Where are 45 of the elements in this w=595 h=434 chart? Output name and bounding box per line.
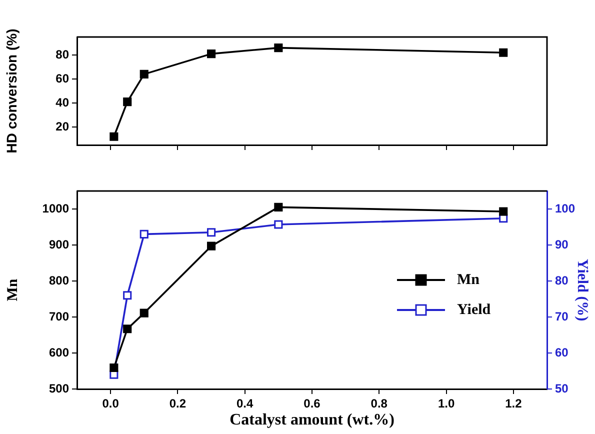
point <box>110 132 118 141</box>
point <box>123 324 132 334</box>
x-tick-label: 1.0 <box>438 396 455 411</box>
y-tick-label: 600 <box>48 345 70 360</box>
y-tick-label: 1000 <box>42 201 70 216</box>
y-tick-label: 20 <box>56 119 70 134</box>
y-tick-label: 80 <box>56 47 70 62</box>
y2-tick-label: 80 <box>555 273 569 288</box>
point <box>274 44 283 52</box>
x-tick-label: 1.2 <box>505 396 522 411</box>
point <box>274 202 283 212</box>
x-tick-label: 0.6 <box>304 396 321 411</box>
y-tick-label: 900 <box>48 237 70 252</box>
point <box>207 228 216 237</box>
point <box>499 48 508 57</box>
point <box>499 207 508 216</box>
y2-tick-label: 100 <box>555 201 576 216</box>
point <box>274 220 283 229</box>
y-tick-label: 60 <box>56 71 70 86</box>
y-tick-label: 40 <box>56 95 70 110</box>
point <box>140 70 148 78</box>
legend-label: Mn <box>457 272 480 288</box>
point <box>110 363 118 372</box>
y-tick-label: 500 <box>48 381 70 396</box>
point <box>140 230 148 238</box>
y2-tick-label: 60 <box>555 345 569 360</box>
x-axis-title: Catalyst amount (wt.%) <box>230 412 394 429</box>
y2-tick-label: 90 <box>555 237 569 252</box>
y-tick-label: 700 <box>48 309 70 324</box>
y2-axis-title: Yield (%) <box>574 258 590 322</box>
y2-tick-label: 70 <box>555 309 569 324</box>
point <box>207 242 216 250</box>
point <box>207 50 216 58</box>
x-tick-label: 0.8 <box>370 396 388 411</box>
legend-label: Yield <box>457 302 492 318</box>
y2-tick-label: 50 <box>555 381 569 396</box>
point <box>123 291 132 300</box>
y-tick-label: 800 <box>48 273 70 288</box>
y-axis-title: Mn <box>4 278 21 302</box>
x-tick-label: 0.2 <box>169 396 186 411</box>
y-axis-title: HD conversion (%) <box>3 28 20 154</box>
point <box>123 98 132 106</box>
x-tick-label: 0.0 <box>102 396 120 411</box>
x-tick-label: 0.4 <box>236 396 254 411</box>
point <box>140 308 148 318</box>
